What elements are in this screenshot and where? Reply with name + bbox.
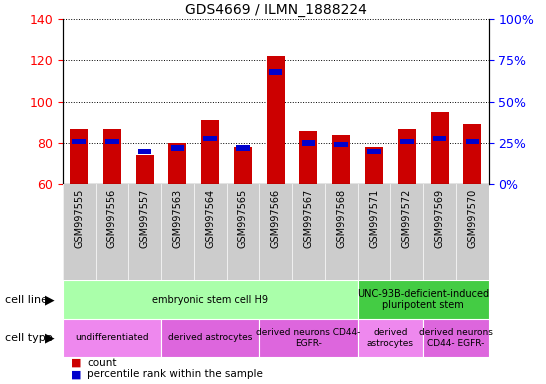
Bar [63,280,358,319]
Text: GSM997557: GSM997557 [140,189,150,248]
Text: GSM997570: GSM997570 [467,189,477,248]
Bar [367,149,381,154]
Bar [430,112,449,184]
Text: percentile rank within the sample: percentile rank within the sample [87,369,263,379]
Bar [168,143,187,184]
Bar [234,147,252,184]
Bar [266,56,285,184]
Text: cell type: cell type [5,333,53,343]
Bar [299,131,317,184]
Text: count: count [87,358,117,368]
Text: undifferentiated: undifferentiated [75,333,149,343]
Text: GSM997555: GSM997555 [74,189,84,248]
Bar [335,142,348,147]
Bar [463,124,482,184]
Bar [161,319,259,357]
Text: GSM997563: GSM997563 [173,189,182,248]
Bar [259,319,358,357]
Text: ▶: ▶ [45,331,55,344]
Text: UNC-93B-deficient-induced
pluripotent stem: UNC-93B-deficient-induced pluripotent st… [357,289,489,310]
Text: cell line: cell line [5,295,49,305]
Text: GSM997567: GSM997567 [304,189,313,248]
Bar [63,319,161,357]
Bar [103,129,121,184]
Bar [423,319,489,357]
Text: embryonic stem cell H9: embryonic stem cell H9 [152,295,268,305]
Text: derived
astrocytes: derived astrocytes [367,328,414,348]
Bar [358,319,423,357]
Bar [105,139,118,144]
Bar [433,136,446,141]
Bar [466,139,479,144]
Text: ■: ■ [71,369,81,379]
Text: GSM997556: GSM997556 [107,189,117,248]
Title: GDS4669 / ILMN_1888224: GDS4669 / ILMN_1888224 [185,3,367,17]
Text: GSM997572: GSM997572 [402,189,412,248]
Bar [70,129,88,184]
Bar [171,146,184,151]
Text: GSM997569: GSM997569 [435,189,444,248]
Text: GSM997566: GSM997566 [271,189,281,248]
Bar [204,136,217,141]
Bar [201,120,219,184]
Text: ■: ■ [71,358,81,368]
Bar [136,156,154,184]
Text: derived astrocytes: derived astrocytes [168,333,252,343]
Bar [236,146,250,151]
Text: derived neurons CD44-
EGFR-: derived neurons CD44- EGFR- [256,328,361,348]
Bar [365,147,383,184]
Bar [358,280,489,319]
Bar [302,141,315,146]
Text: ▶: ▶ [45,293,55,306]
Bar [73,139,86,144]
Text: GSM997568: GSM997568 [336,189,346,248]
Bar [397,129,416,184]
Text: derived neurons
CD44- EGFR-: derived neurons CD44- EGFR- [419,328,493,348]
Text: GSM997564: GSM997564 [205,189,215,248]
Text: GSM997571: GSM997571 [369,189,379,248]
Bar [269,70,282,74]
Bar [332,135,351,184]
Bar [138,149,151,154]
Bar [400,139,413,144]
Text: GSM997565: GSM997565 [238,189,248,248]
